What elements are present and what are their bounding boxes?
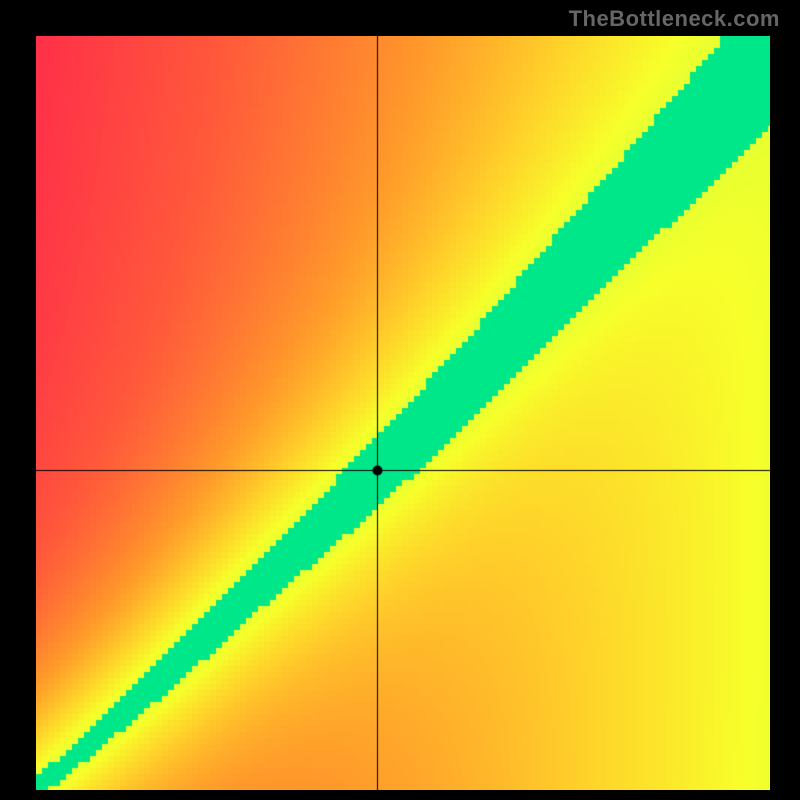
- watermark-text: TheBottleneck.com: [569, 6, 780, 32]
- chart-frame: { "watermark": { "text": "TheBottleneck.…: [0, 0, 800, 800]
- bottleneck-heatmap: [36, 36, 770, 790]
